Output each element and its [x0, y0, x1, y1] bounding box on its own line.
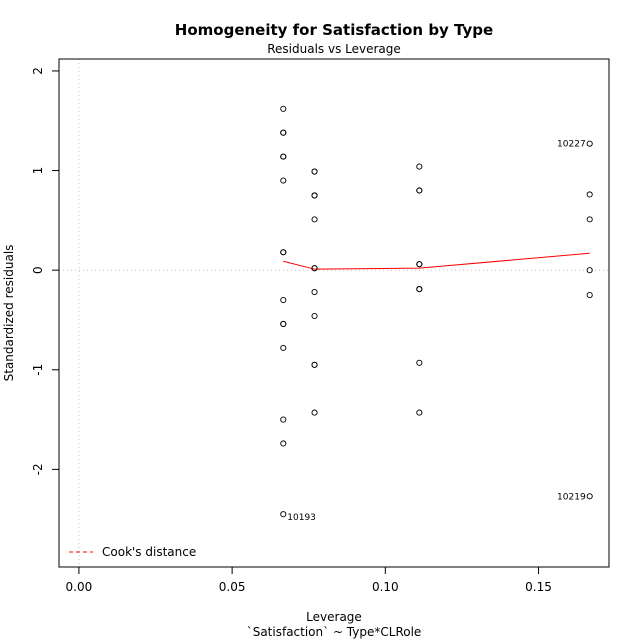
- data-point: [311, 216, 318, 223]
- x-axis-formula: `Satisfaction` ~ Type*CLRole: [247, 625, 422, 639]
- data-point: [280, 249, 287, 256]
- y-tick-label: -2: [31, 463, 45, 475]
- red-smoother-line: [283, 252, 590, 270]
- data-point: [416, 286, 423, 293]
- x-axis-label: Leverage: [306, 610, 362, 624]
- point-label: 10227: [557, 140, 586, 150]
- data-point: [586, 292, 593, 299]
- plot-frame: [58, 58, 610, 568]
- reference-lines: [59, 59, 609, 567]
- y-axis: -2 -1 0 1 2: [31, 67, 60, 475]
- data-point: [311, 409, 318, 416]
- data-point: [416, 163, 423, 170]
- data-point: [586, 191, 593, 198]
- data-point: [311, 192, 318, 199]
- data-point: [280, 511, 287, 518]
- data-points: [280, 105, 593, 518]
- data-point: [311, 289, 318, 296]
- data-point: [280, 177, 287, 184]
- data-point: [280, 416, 287, 423]
- data-point: [586, 493, 593, 500]
- legend: Cook's distance: [69, 545, 196, 559]
- data-point: [311, 361, 318, 368]
- y-tick-label: 2: [31, 67, 45, 75]
- point-label: 10193: [287, 513, 316, 523]
- y-axis-label: Standardized residuals: [2, 245, 16, 382]
- data-point: [280, 129, 287, 136]
- data-point: [280, 440, 287, 447]
- data-point: [280, 153, 287, 160]
- data-point: [416, 409, 423, 416]
- data-point: [416, 187, 423, 194]
- x-tick-label: 0.15: [525, 580, 552, 594]
- data-point: [280, 320, 287, 328]
- data-point: [416, 261, 423, 268]
- data-point: [311, 168, 318, 175]
- legend-label-cooks: Cook's distance: [102, 545, 196, 559]
- data-point: [311, 265, 318, 272]
- data-point: [586, 216, 593, 223]
- point-labels: 10193 10227 10219: [287, 140, 586, 524]
- data-point: [586, 140, 593, 147]
- x-tick-label: 0.10: [372, 580, 399, 594]
- data-point: [416, 359, 423, 366]
- chart-title: Homogeneity for Satisfaction by Type: [175, 21, 493, 39]
- x-axis: 0.00 0.05 0.10 0.15: [66, 566, 552, 594]
- data-point: [311, 312, 318, 320]
- x-tick-label: 0.00: [66, 580, 93, 594]
- data-point: [280, 105, 287, 112]
- y-tick-label: -1: [31, 364, 45, 376]
- point-label: 10219: [557, 492, 586, 502]
- data-point: [586, 267, 593, 274]
- x-tick-label: 0.05: [219, 580, 246, 594]
- data-point: [280, 344, 287, 351]
- y-tick-label: 0: [31, 266, 45, 274]
- chart-subtitle: Residuals vs Leverage: [267, 42, 401, 56]
- y-tick-label: 1: [31, 167, 45, 175]
- data-point: [280, 297, 287, 304]
- smoother-line: [283, 252, 590, 270]
